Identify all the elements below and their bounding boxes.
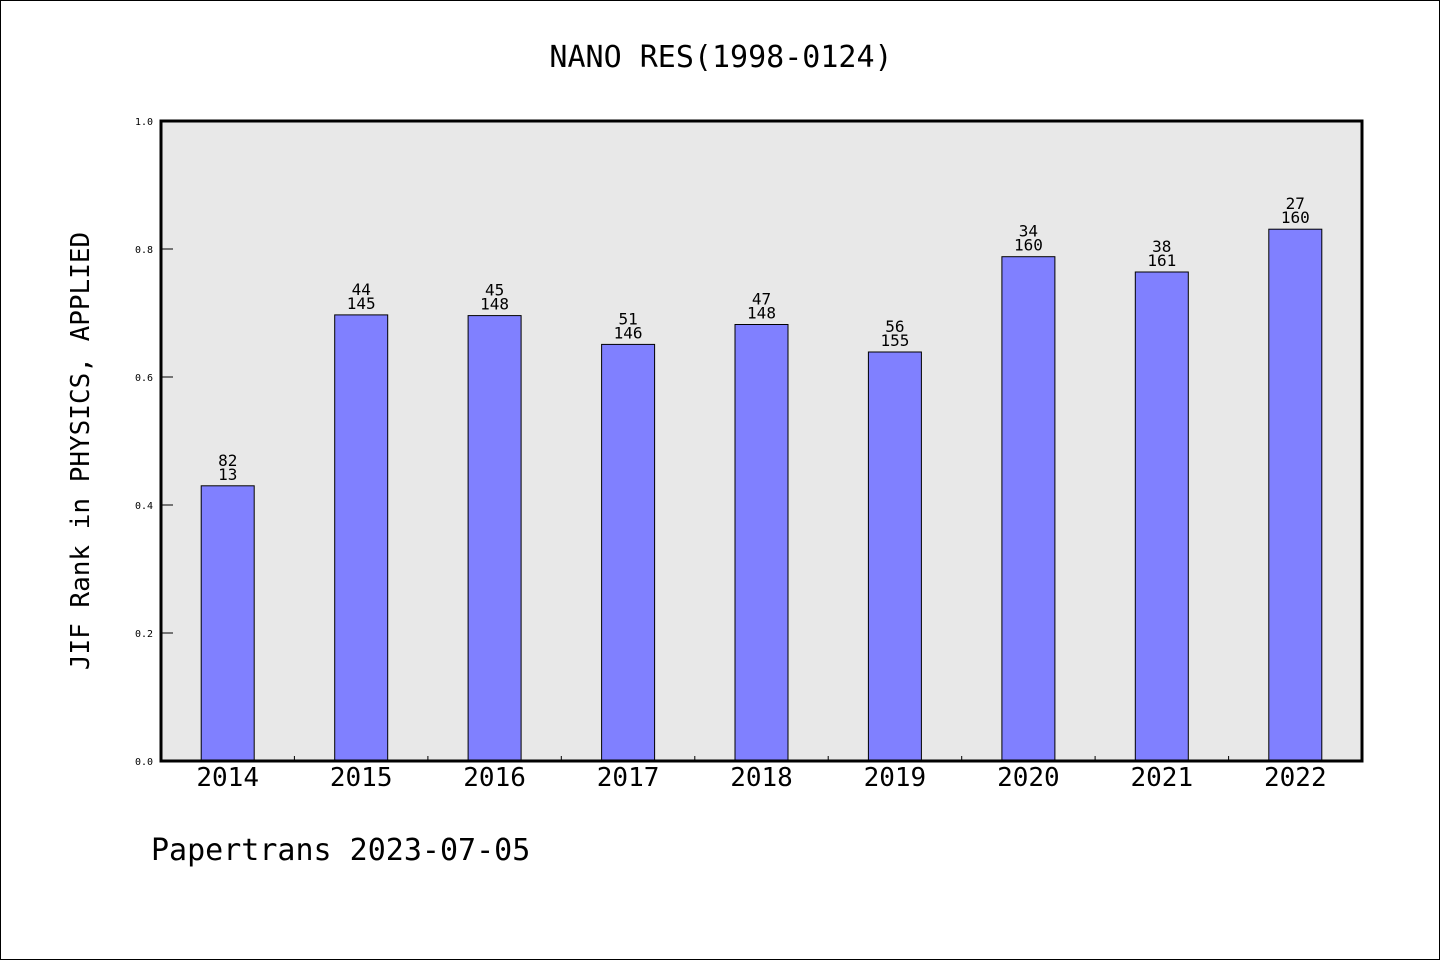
- bar-2015: [334, 314, 389, 762]
- bar-2014: [200, 485, 255, 762]
- bar-2018: [734, 324, 789, 762]
- bar-total-label: 161: [1147, 251, 1176, 270]
- plot-frame: [159, 119, 1364, 763]
- y-tick-label: 0.8: [135, 245, 153, 256]
- y-tick-label: 0.6: [135, 373, 153, 384]
- x-tick-label: 2016: [463, 763, 526, 793]
- bar-rank-label: 82: [218, 451, 237, 470]
- bar-2019: [867, 351, 922, 762]
- y-tick-label: 0.0: [135, 757, 153, 768]
- y-tick-label: 0.4: [135, 501, 153, 512]
- footer-credit: Papertrans 2023-07-05: [151, 833, 531, 868]
- x-tick-label: 2017: [597, 763, 660, 793]
- bar-rank-label: 47: [752, 290, 771, 309]
- bar-total-label: 155: [880, 331, 909, 350]
- bar-total-label: 145: [347, 294, 376, 313]
- bar-2021: [1134, 271, 1189, 762]
- x-tick-label: 2015: [330, 763, 393, 793]
- y-tick-label: 1.0: [135, 117, 153, 128]
- bar-rank-label: 44: [352, 280, 371, 299]
- axis-layer: 2014 2015 2016 2017 2018 2019 2020 2021 2022 0.0 0…: [135, 117, 1327, 793]
- bar-2020: [1001, 256, 1056, 762]
- x-tick-label: 2021: [1130, 763, 1193, 793]
- bar-rank-label: 34: [1019, 222, 1038, 241]
- x-tick-label: 2014: [196, 763, 259, 793]
- bar-total-label: 146: [614, 323, 643, 342]
- bar-rank-label: 56: [885, 317, 904, 336]
- bar-total-label: 13: [218, 465, 237, 484]
- bar-rank-label: 51: [618, 309, 637, 328]
- y-tick-label: 0.2: [135, 629, 153, 640]
- bar-rank-label: 45: [485, 281, 504, 300]
- bar-total-label: 160: [1014, 236, 1043, 255]
- y-axis-label: JIF Rank in PHYSICS, APPLIED: [66, 232, 96, 670]
- chart-title: NANO RES(1998-0124): [549, 40, 892, 75]
- x-tick-label: 2022: [1264, 763, 1327, 793]
- bar-rank-label: 38: [1152, 237, 1171, 256]
- bar-rank-label: 27: [1286, 194, 1305, 213]
- x-tick-label: 2018: [730, 763, 793, 793]
- bar-2022: [1268, 228, 1323, 762]
- bar-2016: [467, 315, 522, 762]
- x-tick-label: 2020: [997, 763, 1060, 793]
- bar-total-label: 148: [747, 304, 776, 323]
- x-tick-label: 2019: [864, 763, 927, 793]
- bar-total-label: 160: [1281, 208, 1310, 227]
- bar-total-label: 148: [480, 295, 509, 314]
- bar-2017: [601, 343, 656, 762]
